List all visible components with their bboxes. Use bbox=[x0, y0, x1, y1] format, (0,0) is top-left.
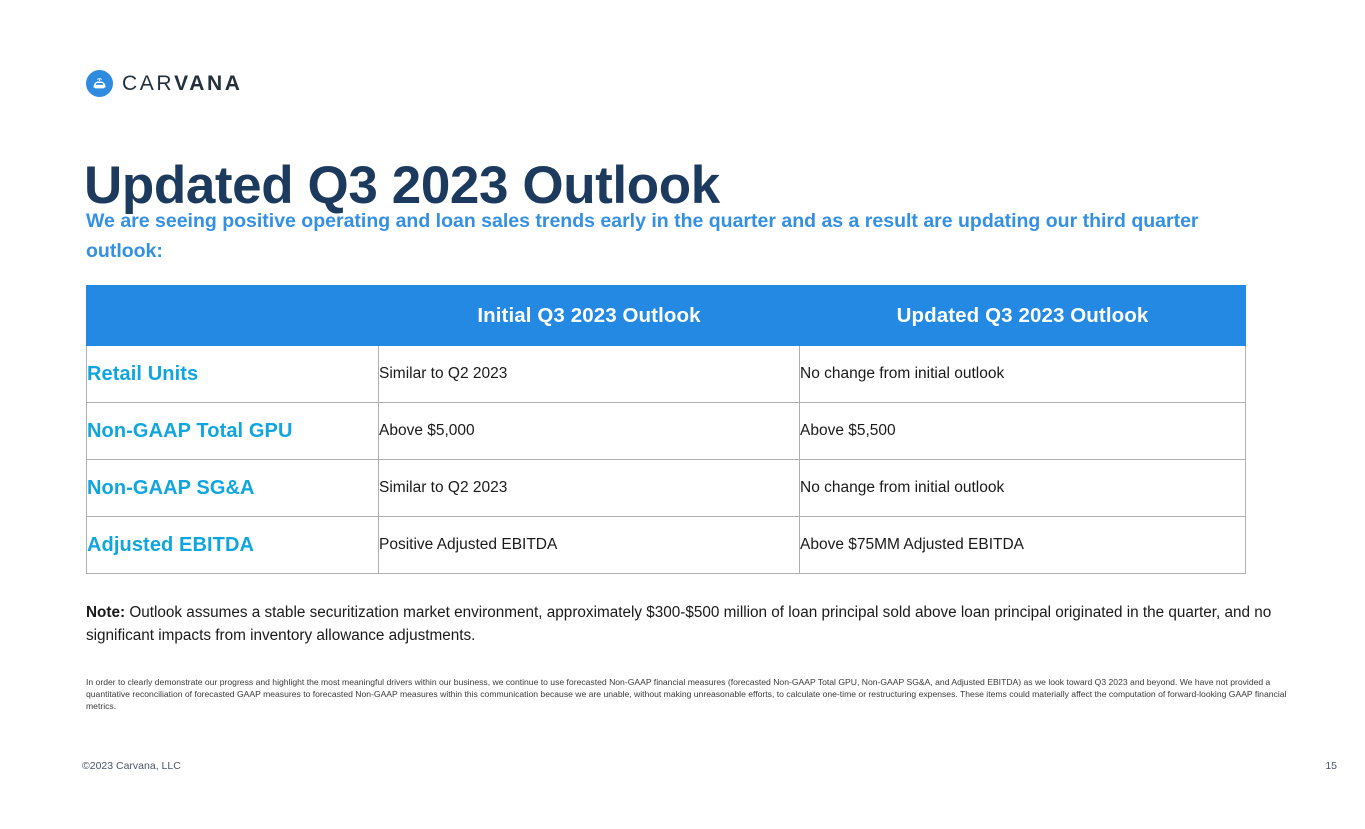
cell-initial-adjusted-ebitda: Positive Adjusted EBITDA bbox=[378, 516, 800, 574]
footer-page-number: 15 bbox=[1325, 760, 1337, 772]
table-row: Non-GAAP SG&A Similar to Q2 2023 No chan… bbox=[86, 459, 1246, 517]
table-header-blank bbox=[86, 285, 379, 346]
page-subtitle: We are seeing positive operating and loa… bbox=[86, 210, 1199, 262]
table-row: Retail Units Similar to Q2 2023 No chang… bbox=[86, 345, 1246, 403]
table-header-updated: Updated Q3 2023 Outlook bbox=[799, 285, 1246, 346]
cell-initial-non-gaap-sga: Similar to Q2 2023 bbox=[378, 459, 800, 517]
row-label-non-gaap-total-gpu: Non-GAAP Total GPU bbox=[86, 402, 379, 460]
non-gaap-disclaimer: In order to clearly demonstrate our prog… bbox=[86, 677, 1287, 712]
table-row: Non-GAAP Total GPU Above $5,000 Above $5… bbox=[86, 402, 1246, 460]
note-text: Outlook assumes a stable securitization … bbox=[86, 604, 1272, 644]
table-header-initial: Initial Q3 2023 Outlook bbox=[378, 285, 800, 346]
outlook-note: Note: Outlook assumes a stable securitiz… bbox=[86, 602, 1286, 648]
note-label: Note: bbox=[86, 604, 126, 621]
table-header: Initial Q3 2023 Outlook Updated Q3 2023 … bbox=[86, 285, 1246, 346]
page-title: Updated Q3 2023 Outlook bbox=[84, 155, 720, 215]
cell-initial-retail-units: Similar to Q2 2023 bbox=[378, 345, 800, 403]
row-label-adjusted-ebitda: Adjusted EBITDA bbox=[86, 516, 379, 574]
table-row: Adjusted EBITDA Positive Adjusted EBITDA… bbox=[86, 516, 1246, 574]
footer-copyright: ©2023 Carvana, LLC bbox=[82, 760, 181, 772]
carvana-logo: CARVANA bbox=[86, 70, 243, 97]
cell-updated-non-gaap-total-gpu: Above $5,500 bbox=[799, 402, 1246, 460]
row-label-retail-units: Retail Units bbox=[86, 345, 379, 403]
cell-updated-retail-units: No change from initial outlook bbox=[799, 345, 1246, 403]
cell-updated-adjusted-ebitda: Above $75MM Adjusted EBITDA bbox=[799, 516, 1246, 574]
outlook-table: Initial Q3 2023 Outlook Updated Q3 2023 … bbox=[86, 285, 1246, 574]
row-label-non-gaap-sga: Non-GAAP SG&A bbox=[86, 459, 379, 517]
cell-initial-non-gaap-total-gpu: Above $5,000 bbox=[378, 402, 800, 460]
table-body: Retail Units Similar to Q2 2023 No chang… bbox=[86, 345, 1246, 574]
table-header-row: Initial Q3 2023 Outlook Updated Q3 2023 … bbox=[86, 285, 1246, 346]
cell-updated-non-gaap-sga: No change from initial outlook bbox=[799, 459, 1246, 517]
wordmark-vana: VANA bbox=[174, 72, 243, 95]
carvana-car-circle-icon bbox=[86, 70, 113, 97]
wordmark-car: CAR bbox=[122, 72, 175, 95]
carvana-wordmark: CARVANA bbox=[122, 73, 243, 94]
